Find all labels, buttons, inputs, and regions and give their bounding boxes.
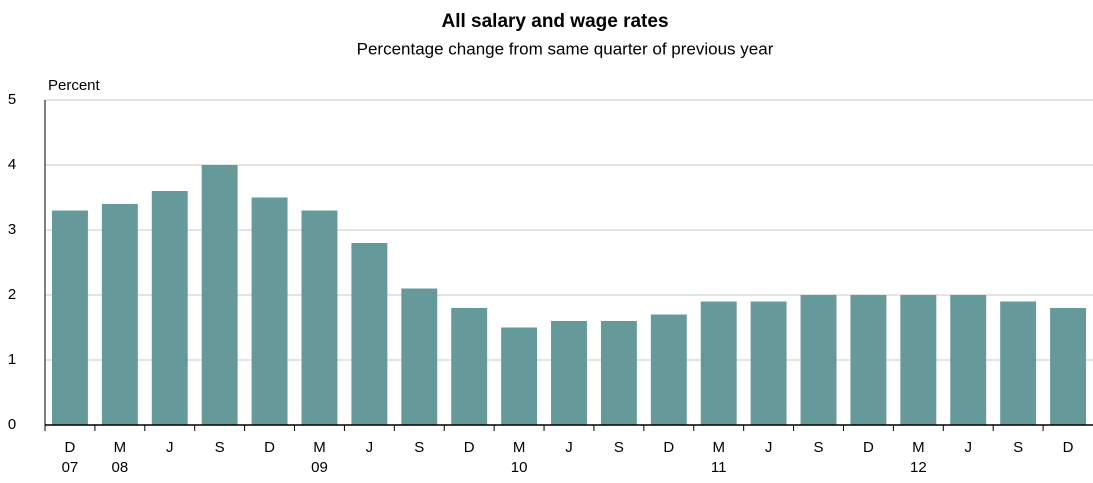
bar (551, 321, 587, 425)
x-tick-label: M (712, 439, 725, 456)
x-year-label: 10 (511, 459, 528, 476)
x-tick-label: S (614, 439, 624, 456)
bar (600, 321, 637, 425)
x-tick-label: S (814, 439, 824, 456)
x-tick-label: J (366, 439, 374, 456)
bar (151, 191, 188, 425)
bar (101, 204, 138, 425)
bar (650, 314, 687, 425)
x-tick-label: J (964, 439, 972, 456)
bar (201, 165, 238, 425)
x-year-label: 07 (62, 459, 79, 476)
y-tick-label: 1 (8, 351, 16, 368)
y-tick-label: 4 (8, 156, 16, 173)
x-tick-label: S (1013, 439, 1023, 456)
y-tick-label: 5 (8, 91, 16, 108)
x-tick-label: D (264, 439, 275, 456)
y-tick-label: 0 (8, 416, 16, 433)
x-year-label: 12 (910, 459, 927, 476)
x-tick-label: D (464, 439, 475, 456)
x-tick-label: J (765, 439, 773, 456)
x-tick-label: S (215, 439, 225, 456)
x-tick-label: D (863, 439, 874, 456)
bar (401, 288, 438, 425)
bar (1000, 301, 1037, 425)
x-tick-label: D (1063, 439, 1074, 456)
y-tick-label: 3 (8, 221, 16, 238)
bar (51, 210, 88, 425)
x-year-label: 09 (311, 459, 328, 476)
y-axis-label: Percent (48, 77, 101, 94)
bar (501, 327, 538, 425)
bar (700, 301, 737, 425)
chart-subtitle: Percentage change from same quarter of p… (357, 39, 774, 58)
x-tick-label: M (513, 439, 526, 456)
x-tick-label: M (114, 439, 127, 456)
x-tick-label: J (166, 439, 174, 456)
x-tick-label: J (565, 439, 573, 456)
bar (900, 295, 937, 425)
y-tick-label: 2 (8, 286, 16, 303)
x-year-label: 11 (711, 459, 727, 476)
bar (301, 210, 338, 425)
chart-title: All salary and wage rates (441, 11, 668, 32)
x-tick-label: D (65, 439, 76, 456)
bar (850, 295, 887, 425)
x-tick-label: S (414, 439, 424, 456)
x-tick-label: D (663, 439, 674, 456)
bar (950, 295, 987, 425)
bar (1050, 308, 1087, 425)
bar (451, 308, 488, 425)
bar (251, 197, 288, 425)
x-tick-label: M (313, 439, 326, 456)
bar (750, 301, 787, 425)
x-tick-label: M (912, 439, 925, 456)
bar (800, 295, 837, 425)
bar (351, 243, 388, 425)
x-year-label: 08 (112, 459, 129, 476)
